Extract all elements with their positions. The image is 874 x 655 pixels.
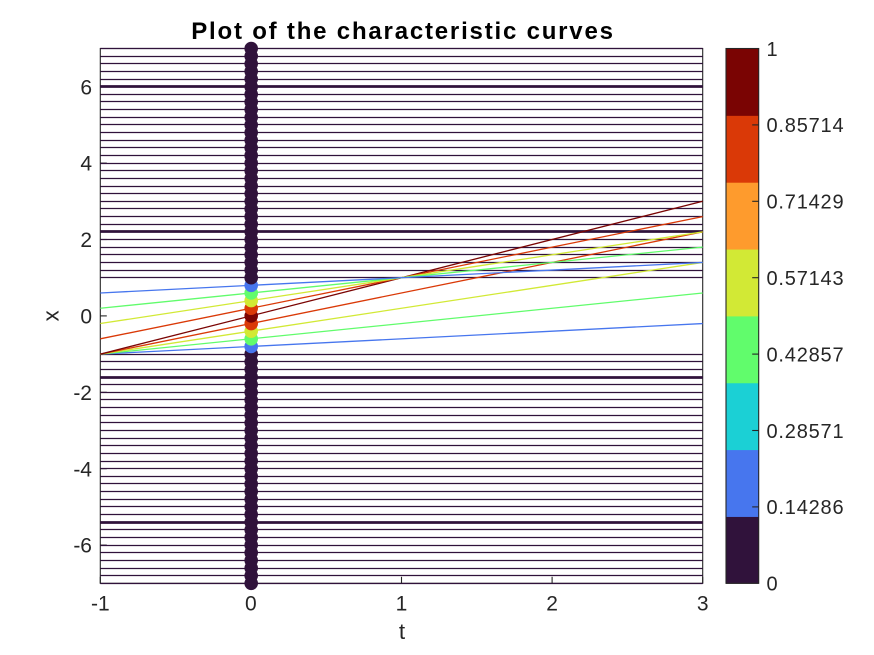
- svg-text:-4: -4: [73, 458, 92, 481]
- svg-text:0.14286: 0.14286: [767, 497, 845, 519]
- svg-text:0: 0: [80, 306, 92, 329]
- svg-text:2: 2: [80, 229, 92, 252]
- svg-text:-6: -6: [73, 535, 92, 558]
- svg-text:0.85714: 0.85714: [767, 115, 845, 137]
- svg-text:0.28571: 0.28571: [767, 421, 845, 443]
- svg-text:4: 4: [80, 153, 92, 176]
- svg-text:0: 0: [245, 593, 257, 616]
- svg-text:1: 1: [767, 39, 779, 61]
- svg-text:t: t: [399, 619, 406, 644]
- svg-text:6: 6: [80, 76, 92, 99]
- svg-text:-2: -2: [73, 382, 92, 405]
- svg-text:-1: -1: [91, 593, 110, 616]
- svg-text:x: x: [39, 310, 64, 321]
- svg-text:0: 0: [767, 574, 779, 596]
- svg-text:3: 3: [697, 593, 709, 616]
- svg-text:0.71429: 0.71429: [767, 192, 845, 214]
- svg-text:0.57143: 0.57143: [767, 268, 845, 290]
- svg-text:Plot of the characteristic cur: Plot of the characteristic curves: [191, 18, 615, 45]
- svg-text:0.42857: 0.42857: [767, 344, 845, 366]
- svg-text:2: 2: [546, 593, 558, 616]
- svg-text:1: 1: [396, 593, 408, 616]
